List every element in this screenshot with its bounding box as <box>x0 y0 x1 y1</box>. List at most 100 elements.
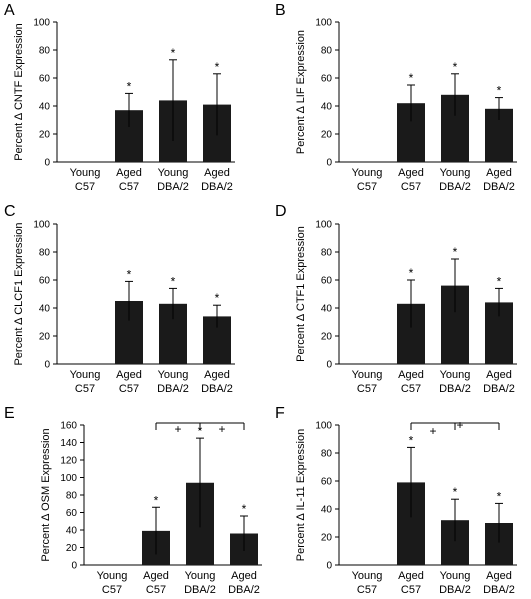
y-axis-label: Percent ∆ CTF1 Expression <box>295 226 307 362</box>
x-tick-label: DBA/2 <box>439 383 471 395</box>
x-tick-label: Young <box>440 167 471 179</box>
y-tick-label: 60 <box>321 276 333 287</box>
x-tick-label: DBA/2 <box>228 584 260 596</box>
x-tick-label: C57 <box>119 383 139 395</box>
significance-star: * <box>127 267 132 281</box>
y-tick-label: 120 <box>60 456 77 467</box>
x-tick-label: Aged <box>116 369 142 381</box>
y-tick-label: 20 <box>321 533 333 544</box>
y-tick-label: 80 <box>321 449 333 460</box>
y-tick-label: 80 <box>39 248 51 259</box>
x-tick-label: Aged <box>398 570 424 582</box>
x-tick-label: C57 <box>357 584 377 596</box>
x-tick-label: Aged <box>116 167 142 179</box>
y-tick-label: 140 <box>60 438 77 449</box>
x-tick-label: Aged <box>204 369 230 381</box>
significance-star: * <box>497 274 502 288</box>
x-tick-label: C57 <box>75 181 95 193</box>
x-tick-label: C57 <box>75 383 95 395</box>
y-tick-label: 80 <box>39 46 51 57</box>
significance-star: * <box>154 493 159 507</box>
bracket-symbol: + <box>429 424 436 438</box>
y-tick-label: 40 <box>321 505 333 516</box>
y-tick-label: 100 <box>315 421 332 432</box>
x-tick-label: DBA/2 <box>483 383 515 395</box>
x-tick-label: DBA/2 <box>483 584 515 596</box>
x-tick-label: DBA/2 <box>201 181 233 193</box>
y-tick-label: 0 <box>326 360 332 371</box>
x-tick-label: C57 <box>357 181 377 193</box>
significance-star: * <box>198 424 203 438</box>
y-tick-label: 0 <box>71 561 77 572</box>
x-tick-label: Aged <box>486 167 512 179</box>
panel-letter-b: B <box>275 2 286 19</box>
y-tick-label: 20 <box>39 130 51 141</box>
y-tick-label: 40 <box>321 304 333 315</box>
x-tick-label: DBA/2 <box>439 181 471 193</box>
x-tick-label: C57 <box>401 584 421 596</box>
bracket-symbol: + <box>456 418 463 432</box>
y-tick-label: 100 <box>33 220 50 231</box>
x-tick-label: DBA/2 <box>157 383 189 395</box>
x-tick-label: Aged <box>398 369 424 381</box>
y-axis-label: Percent ∆ CNTF Expression <box>13 23 25 161</box>
x-tick-label: C57 <box>146 584 166 596</box>
y-tick-label: 20 <box>321 332 333 343</box>
x-tick-label: Young <box>352 570 383 582</box>
y-tick-label: 40 <box>39 304 51 315</box>
significance-star: * <box>127 79 132 93</box>
y-tick-label: 100 <box>60 473 77 484</box>
significance-star: * <box>453 245 458 259</box>
y-axis-label: Percent ∆ LIF Expression <box>295 30 307 154</box>
x-tick-label: Aged <box>486 570 512 582</box>
y-tick-label: 80 <box>321 248 333 259</box>
x-tick-label: DBA/2 <box>483 181 515 193</box>
y-tick-label: 40 <box>66 526 78 537</box>
x-tick-label: Young <box>185 570 216 582</box>
x-tick-label: C57 <box>102 584 122 596</box>
x-tick-label: Young <box>70 167 101 179</box>
significance-star: * <box>409 433 414 447</box>
significance-star: * <box>497 489 502 503</box>
x-tick-label: C57 <box>401 383 421 395</box>
y-tick-label: 80 <box>321 46 333 57</box>
bracket-symbol: + <box>218 422 225 436</box>
significance-star: * <box>409 71 414 85</box>
x-tick-label: DBA/2 <box>184 584 216 596</box>
x-tick-label: Young <box>440 369 471 381</box>
x-tick-label: Aged <box>231 570 257 582</box>
y-axis-label: Percent ∆ IL-11 Expression <box>295 429 307 561</box>
x-tick-label: Young <box>158 167 189 179</box>
panel-letter-d: D <box>275 203 287 220</box>
x-tick-label: DBA/2 <box>439 584 471 596</box>
y-tick-label: 20 <box>321 130 333 141</box>
y-tick-label: 60 <box>321 477 333 488</box>
y-axis-label: Percent ∆ CLCF1 Expression <box>13 222 25 365</box>
y-tick-label: 20 <box>66 543 78 554</box>
significance-star: * <box>171 274 176 288</box>
x-tick-label: Young <box>440 570 471 582</box>
y-tick-label: 100 <box>315 220 332 231</box>
significance-star: * <box>497 84 502 98</box>
y-tick-label: 0 <box>326 561 332 572</box>
y-tick-label: 60 <box>39 74 51 85</box>
panel-letter-e: E <box>4 405 15 422</box>
x-tick-label: C57 <box>119 181 139 193</box>
x-tick-label: Young <box>352 167 383 179</box>
panel-letter-a: A <box>4 2 15 19</box>
x-tick-label: Young <box>158 369 189 381</box>
x-tick-label: Aged <box>204 167 230 179</box>
y-tick-label: 100 <box>33 18 50 29</box>
significance-star: * <box>215 291 220 305</box>
significance-star: * <box>242 502 247 516</box>
y-tick-label: 160 <box>60 421 77 432</box>
y-tick-label: 0 <box>44 158 50 169</box>
x-tick-label: Aged <box>486 369 512 381</box>
y-tick-label: 40 <box>321 102 333 113</box>
